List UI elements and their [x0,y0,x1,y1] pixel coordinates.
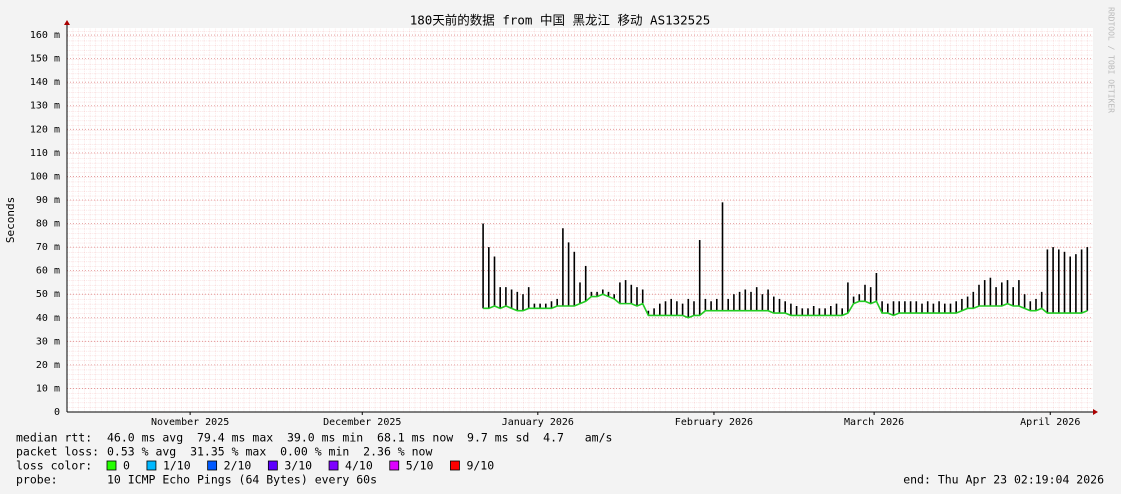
legend: median rtt: 46.0 ms avg 79.4 ms max 39.0… [16,431,1104,487]
loss-legend: 0 1/10 2/10 3/10 4/10 5/10 9/10 [106,459,494,473]
loss-label: 0 [123,459,130,473]
end-time: end: Thu Apr 23 02:19:04 2026 [903,473,1104,487]
x-tick-label: December 2025 [323,417,401,428]
x-tick-label: January 2026 [502,417,574,428]
legend-label: packet loss: [16,445,99,459]
y-tick-label: 160 m [30,30,60,41]
y-tick-label: 0 [54,407,60,418]
y-tick-label: 140 m [30,77,60,88]
loss-swatch [146,460,157,471]
loss-label: 2/10 [224,459,252,473]
y-tick-label: 60 m [36,266,60,277]
y-axis-label: Seconds [4,197,17,243]
loss-swatch [328,460,339,471]
loss-swatch [207,460,218,471]
data-layer [67,34,1093,413]
y-tick-label: 20 m [36,360,60,371]
median-stats: 46.0 ms avg 79.4 ms max 39.0 ms min 68.1… [107,431,612,445]
loss-label: 5/10 [406,459,434,473]
x-tick-label: March 2026 [844,417,904,428]
legend-label: probe: [16,473,58,487]
loss-label: 9/10 [466,459,494,473]
y-tick-label: 40 m [36,313,60,324]
y-tick-label: 120 m [30,124,60,135]
y-tick-label: 80 m [36,219,60,230]
y-tick-label: 150 m [30,54,60,65]
y-tick-label: 70 m [36,242,60,253]
minor-grid [67,28,1093,412]
loss-label: 3/10 [284,459,312,473]
y-tick-label: 100 m [30,171,60,182]
loss-stats: 0.53 % avg 31.35 % max 0.00 % min 2.36 %… [107,445,432,459]
x-tick-label: April 2026 [1020,417,1080,428]
legend-label: median rtt: [16,431,92,445]
loss-swatch [450,460,460,471]
y-tick-label: 90 m [36,195,60,206]
y-tick-label: 110 m [30,148,60,159]
y-tick-label: 30 m [36,336,60,347]
y-arrow [64,20,70,25]
y-tick-label: 130 m [30,101,60,112]
loss-swatch [389,460,400,471]
y-tick-label: 50 m [36,289,60,300]
median-line [483,293,1088,319]
x-tick-label: November 2025 [151,417,229,428]
loss-label: 1/10 [163,459,191,473]
legend-label: loss color: [16,459,92,473]
loss-swatch [267,460,278,471]
chart-title: 180天前的数据 from 中国 黑龙江 移动 AS132525 [410,13,711,28]
x-arrow [1093,409,1098,415]
loss-swatch [106,460,117,471]
probe-info: 10 ICMP Echo Pings (64 Bytes) every 60s [107,473,377,487]
watermark: RRDTOOL / TOBI OETIKER [1107,7,1116,113]
y-tick-label: 10 m [36,383,60,394]
loss-label: 4/10 [345,459,373,473]
x-tick-label: February 2026 [675,417,753,428]
